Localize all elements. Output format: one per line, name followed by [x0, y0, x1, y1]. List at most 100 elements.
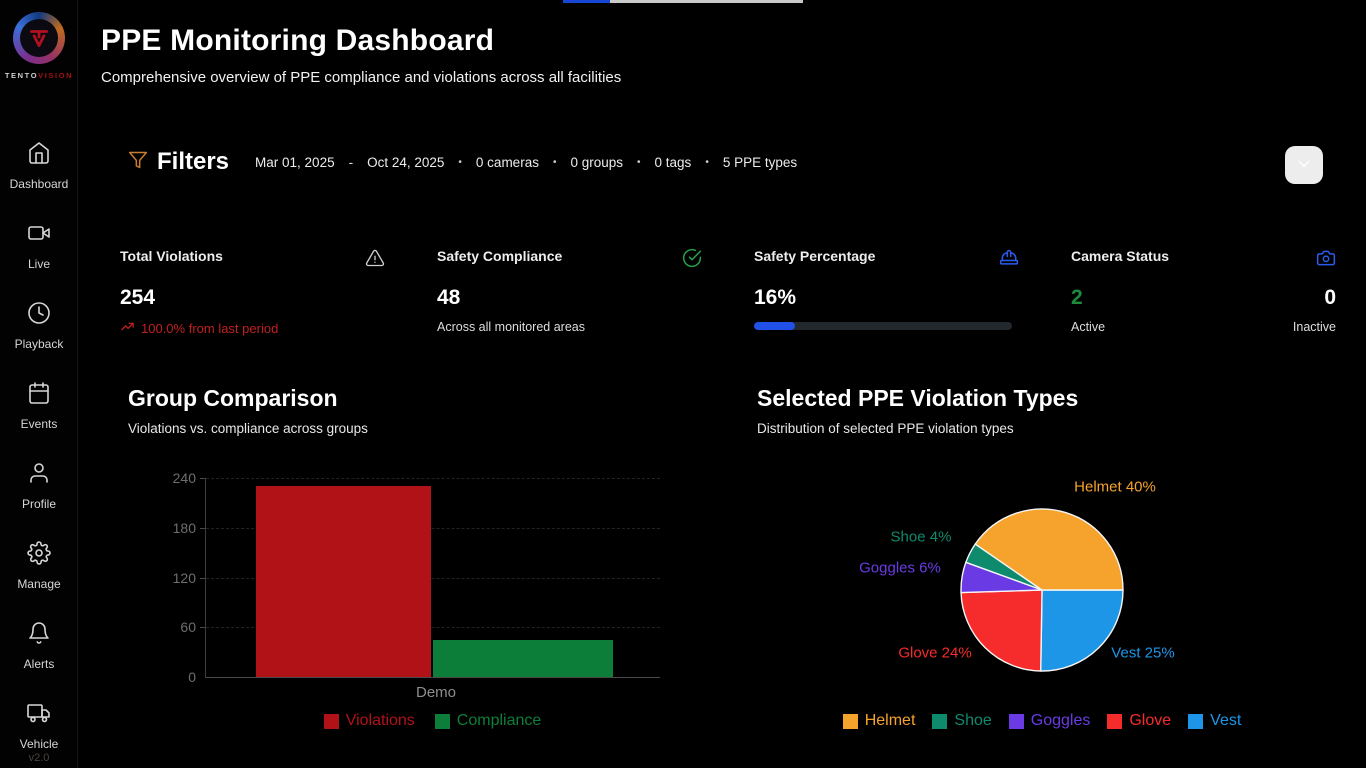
legend-label: Goggles [1030, 712, 1091, 729]
sidebar-item-live[interactable]: Live [0, 206, 78, 286]
legend-item-vest[interactable]: Vest [1188, 712, 1241, 730]
ppe-violation-types-card: Selected PPE Violation Types Distributio… [757, 385, 1357, 729]
y-axis-tick: 180 [172, 519, 196, 536]
pie-slice-vest[interactable] [1040, 589, 1124, 672]
brand-name: TENTOVISION [5, 71, 73, 80]
legend-item-violations[interactable]: Violations [323, 712, 415, 730]
filters-title: Filters [157, 148, 230, 175]
safety-compliance-subtitle: Across all monitored areas [437, 320, 585, 334]
helmet-swatch [842, 713, 858, 729]
violations-bar[interactable] [256, 486, 431, 677]
gridline [206, 577, 660, 579]
y-axis-tickmark [200, 627, 205, 629]
filter-ppe-types-count: 5 PPE types [722, 154, 798, 170]
separator-dot: • [637, 156, 641, 168]
stats-row: Total Violations 254 100.0% from last pe… [120, 248, 1336, 337]
legend-label: Violations [345, 712, 415, 729]
sidebar-item-events[interactable]: Events [0, 366, 78, 446]
cameras-active-block: 2 Active [1071, 273, 1105, 334]
sidebar-item-manage[interactable]: Manage [0, 526, 78, 606]
legend-item-compliance[interactable]: Compliance [434, 712, 542, 730]
sidebar-item-playback[interactable]: Playback [0, 286, 78, 366]
filter-date-end: Oct 24, 2025 [367, 154, 445, 170]
x-axis-category-label: Demo [415, 684, 457, 701]
sidebar: TENTOVISION Dashboard Live Playback Even… [0, 0, 78, 768]
pie-label-glove: Glove 24% [898, 644, 972, 662]
gridline [206, 527, 660, 529]
chevron-down-icon [1295, 155, 1313, 176]
funnel-icon [128, 150, 148, 175]
main-content: PPE Monitoring Dashboard Comprehensive o… [78, 0, 1366, 768]
sidebar-item-profile[interactable]: Profile [0, 446, 78, 526]
cameras-active-count: 2 [1071, 286, 1083, 309]
pie-chart[interactable] [957, 505, 1127, 675]
legend-label: Compliance [456, 712, 542, 729]
hard-hat-icon [999, 248, 1019, 273]
video-camera-icon [27, 221, 51, 250]
trend-up-icon [120, 319, 135, 337]
top-loading-bar-track [610, 0, 803, 3]
app-version: v2.0 [28, 752, 50, 764]
logo-swirl-icon [13, 12, 65, 64]
legend-item-glove[interactable]: Glove [1107, 712, 1171, 730]
pie-label-goggles: Goggles 6% [859, 559, 941, 577]
bar-chart-title: Group Comparison [128, 385, 338, 411]
sidebar-item-dashboard[interactable]: Dashboard [0, 126, 78, 206]
pie-label-shoe: Shoe 4% [890, 528, 952, 546]
brand-name-tento: TENTO [4, 71, 39, 80]
bell-icon [27, 621, 51, 650]
filters-expand-button[interactable] [1285, 146, 1323, 184]
sidebar-item-vehicle[interactable]: Vehicle [0, 686, 78, 766]
shoe-swatch [932, 713, 948, 729]
safety-progress-fill [754, 322, 796, 330]
sidebar-item-label: Profile [21, 497, 56, 511]
compliance-bar[interactable] [433, 639, 613, 677]
sidebar-item-alerts[interactable]: Alerts [0, 606, 78, 686]
pie-chart-svg [960, 508, 1124, 672]
bar-chart-legend: Violations Compliance [205, 712, 660, 730]
pie-chart-subtitle: Distribution of selected PPE violation t… [757, 421, 1014, 436]
pie-chart-legend: Helmet Shoe Goggles Glove Vest [757, 712, 1327, 730]
gridline [206, 478, 660, 479]
brand-name-vision: VISION [38, 71, 74, 80]
check-circle-icon [682, 248, 702, 273]
stat-card-safety-compliance: Safety Compliance 48 Across all monitore… [437, 248, 702, 337]
clock-icon [27, 301, 51, 330]
bar-chart-plot: 240 180 120 60 0 Demo [173, 470, 660, 701]
separator-dot: • [552, 156, 557, 168]
violations-trend: 100.0% from last period [120, 319, 385, 337]
pie-slice-glove[interactable] [960, 589, 1043, 672]
separator-dot: • [458, 156, 462, 168]
y-axis-tickmark [200, 478, 205, 479]
cameras-inactive-label: Inactive [1292, 320, 1336, 334]
legend-item-helmet[interactable]: Helmet [842, 712, 915, 730]
legend-item-shoe[interactable]: Shoe [932, 712, 992, 730]
page-title: PPE Monitoring Dashboard [101, 24, 495, 57]
pie-slice-helmet[interactable] [974, 508, 1124, 591]
camera-icon [1316, 248, 1336, 273]
brand-logo[interactable]: TENTOVISION [0, 12, 78, 80]
y-axis-tickmark [200, 577, 205, 579]
pie-chart-title: Selected PPE Violation Types [757, 385, 1079, 411]
gridline [206, 627, 660, 629]
person-icon [27, 461, 51, 490]
pie-label-vest: Vest 25% [1111, 644, 1175, 662]
sidebar-item-label: Live [27, 257, 50, 271]
gear-icon [27, 541, 51, 570]
truck-icon [27, 701, 51, 730]
sidebar-nav: Dashboard Live Playback Events Profile M… [0, 126, 78, 766]
y-axis-tick: 240 [172, 470, 196, 486]
separator-dot: • [705, 156, 709, 168]
legend-item-goggles[interactable]: Goggles [1008, 712, 1091, 730]
legend-label: Vest [1210, 712, 1242, 729]
filters-bar: Filters Mar 01, 2025 - Oct 24, 2025 • 0 … [128, 140, 797, 184]
filter-cameras-count: 0 cameras [475, 154, 539, 170]
stat-title: Camera Status [1071, 248, 1170, 264]
total-violations-value: 254 [120, 286, 156, 309]
y-axis-tick: 120 [172, 569, 196, 586]
legend-label: Shoe [954, 712, 992, 729]
filter-date-start: Mar 01, 2025 [255, 154, 335, 170]
filter-tags-count: 0 tags [654, 154, 692, 170]
y-axis-tick: 0 [188, 669, 196, 685]
